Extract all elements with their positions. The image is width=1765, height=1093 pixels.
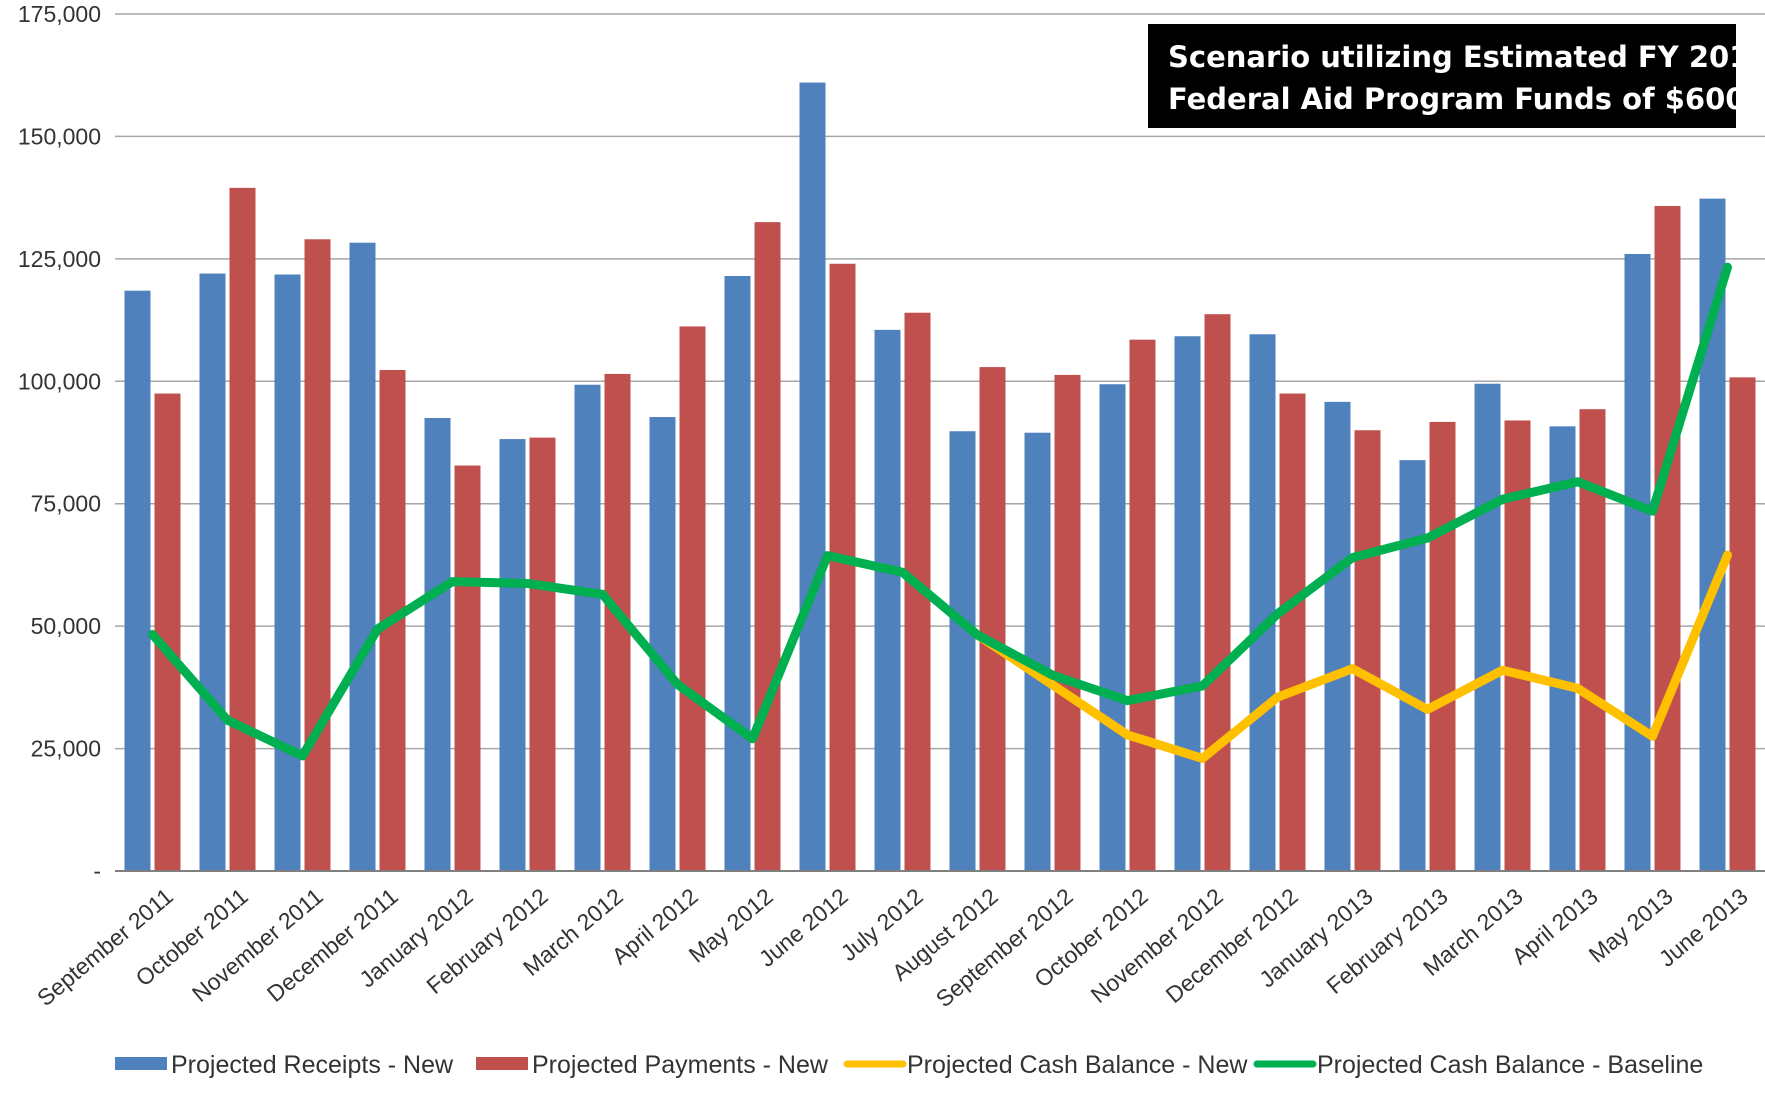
bar [1204,314,1231,872]
bar [1354,430,1381,871]
bar [1024,432,1051,871]
bar [1474,383,1501,871]
legend-label: Projected Receipts - New [171,1051,454,1079]
legend-swatch [115,1057,167,1070]
bar [199,273,226,871]
bar [799,82,826,871]
x-tick-label: September 2011 [32,883,178,1011]
bar [1729,377,1756,871]
bar [1054,374,1081,871]
bar [754,222,781,872]
bar [649,417,676,871]
legend-label: Projected Cash Balance - Baseline [1317,1051,1703,1079]
bar [1429,421,1456,871]
bar [454,465,481,871]
legend-label: Projected Cash Balance - New [907,1051,1248,1079]
series-line [148,262,1732,761]
bar [1579,409,1606,871]
bar [154,393,181,871]
bar [499,439,526,871]
y-tick-label: 25,000 [31,736,101,762]
legend-label: Projected Payments - New [532,1051,829,1079]
lines-layer [148,262,1732,763]
bar [124,290,151,871]
bar [574,384,601,871]
bar [1654,205,1681,871]
callout-line-1: Scenario utilizing Estimated FY 2012 [1168,40,1765,74]
y-tick-label: 150,000 [18,123,101,149]
bar [349,242,376,871]
bar [1279,393,1306,871]
bar [724,275,751,871]
bar [1399,460,1426,871]
bar [979,367,1006,871]
bar [304,239,331,872]
bar [1174,336,1201,871]
x-tick-label: December 2012 [1161,883,1303,1008]
y-tick-label: 175,000 [18,1,101,27]
bar [1099,384,1126,871]
y-tick-label: 75,000 [31,491,101,517]
x-tick-label: November 2011 [187,883,328,1007]
bar [1504,420,1531,871]
bar [1249,334,1276,871]
bar [529,437,556,871]
y-tick-label: - [93,858,101,884]
legend-layer: Projected Receipts - New Projected Paymen… [115,1051,1703,1079]
bars-layer [124,82,1756,872]
bar [679,326,706,871]
bar [424,418,451,871]
callout-line-2: Federal Aid Program Funds of $600 M [1168,82,1765,116]
x-tick-label: September 2012 [931,883,1078,1012]
bar [1324,401,1351,871]
bar [949,431,976,871]
y-tick-label: 125,000 [18,246,101,272]
bar [874,329,901,871]
bar [229,187,256,871]
series-line [973,550,1732,763]
y-tick-label: 50,000 [31,613,101,639]
bar [1624,253,1651,871]
bar [1129,339,1156,871]
bar [1549,426,1576,871]
y-tick-label: 100,000 [18,368,101,394]
bar [829,263,856,871]
x-tick-label: December 2011 [262,883,403,1007]
bar [274,274,301,871]
legend-swatch [476,1057,528,1070]
scenario-callout: Scenario utilizing Estimated FY 2012 Fed… [1148,24,1765,128]
x-tick-label: November 2012 [1086,883,1228,1008]
